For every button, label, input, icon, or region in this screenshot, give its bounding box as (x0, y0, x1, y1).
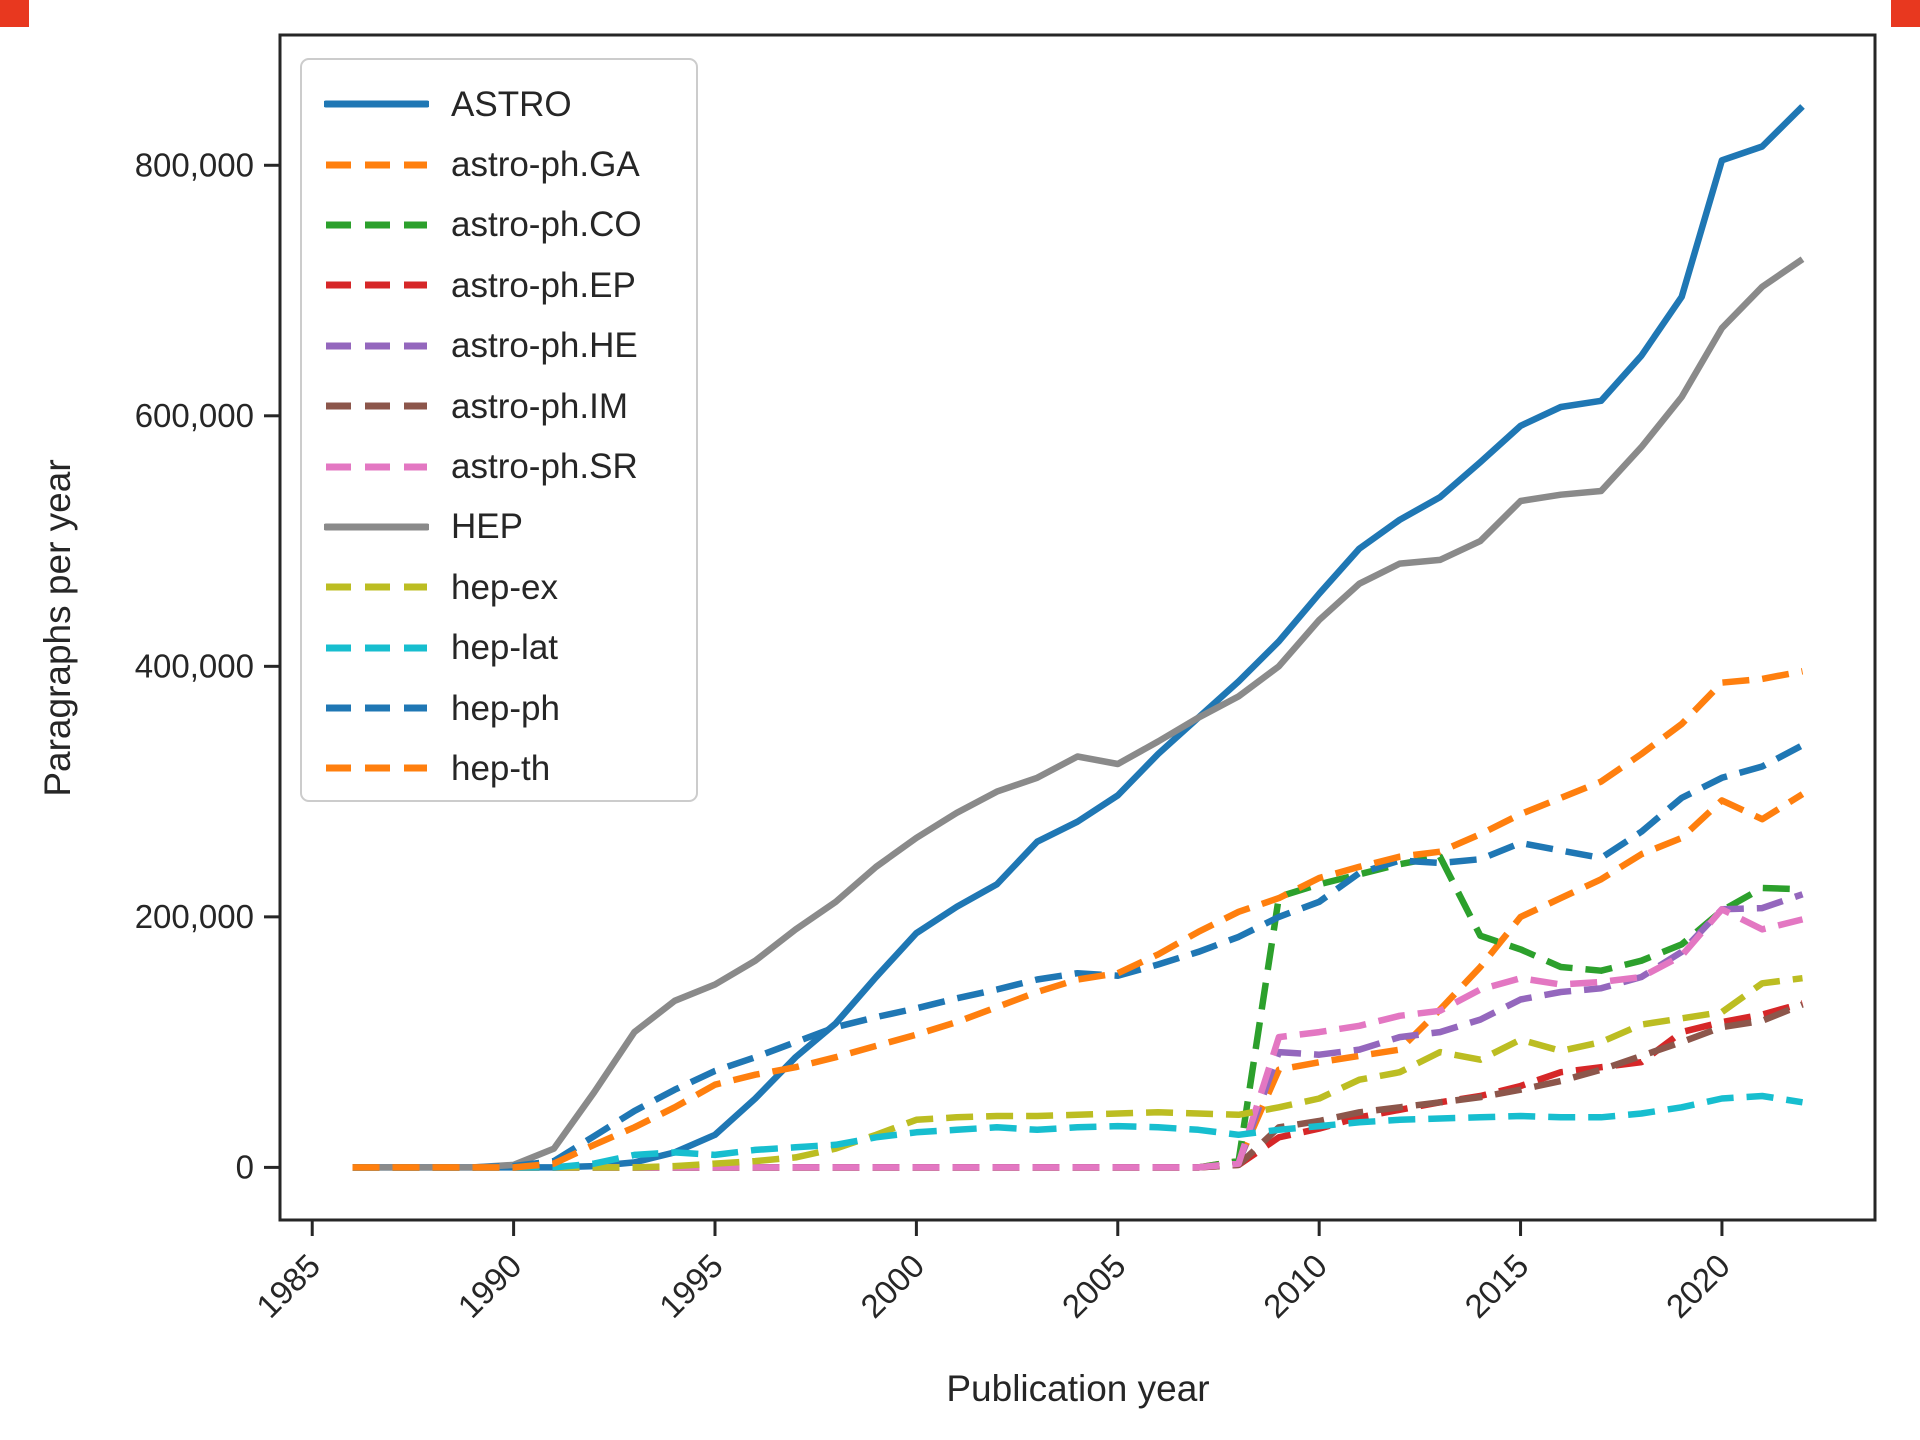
series-line-HEP (352, 256, 1805, 1171)
x-axis-title: Publication year (946, 1368, 1210, 1409)
legend-label: astro-ph.IM (451, 386, 628, 426)
legend-label: astro-ph.GA (451, 145, 640, 185)
y-tick-label: 0 (236, 1148, 254, 1185)
x-tick-label: 2015 (1457, 1247, 1535, 1325)
series-line-hep-lat (352, 1092, 1804, 1171)
legend-entry-ASTRO: ASTRO (324, 74, 696, 134)
legend-entry-astro-ph.GA: astro-ph.GA (324, 134, 696, 194)
x-tick-label: 2020 (1659, 1247, 1737, 1325)
legend-label: hep-lat (451, 628, 559, 668)
legend-swatch-dashed-line-icon (326, 402, 427, 410)
x-tick-label: 2000 (853, 1247, 931, 1325)
legend-swatch-dashed-line-icon (326, 161, 427, 169)
series-line-hep-th (352, 668, 1804, 1171)
legend-entry-hep-lat: hep-lat (324, 618, 696, 678)
series-line-hep-ph (352, 742, 1805, 1171)
legend-swatch-dashed-line-icon (326, 342, 427, 350)
series-line-hep-ex (352, 974, 1803, 1171)
legend-label: hep-ph (451, 688, 560, 728)
legend-label: astro-ph.HE (451, 326, 638, 366)
legend-label: ASTRO (451, 84, 572, 124)
screenshot-corner-marker-right (1891, 0, 1920, 27)
series-line-astro-ph.EP (352, 1000, 1804, 1171)
legend-label: astro-ph.SR (451, 447, 638, 487)
legend-entry-astro-ph.SR: astro-ph.SR (324, 436, 696, 496)
x-tick-label: 2010 (1256, 1247, 1334, 1325)
legend-entry-hep-ex: hep-ex (324, 557, 696, 617)
legend-entry-astro-ph.EP: astro-ph.EP (324, 255, 696, 315)
x-tick-label: 1995 (652, 1247, 730, 1325)
legend: ASTRO astro-ph.GA astro-ph.CO astro-ph.EP as… (300, 58, 698, 802)
legend-swatch-dashed-line-icon (326, 583, 427, 591)
screenshot-corner-marker-left (0, 0, 29, 27)
legend-swatch-dashed-line-icon (326, 704, 427, 712)
legend-label: HEP (451, 507, 523, 547)
x-tick-label: 2005 (1055, 1247, 1133, 1325)
legend-entry-hep-th: hep-th (324, 738, 696, 798)
y-tick-label: 800,000 (135, 146, 254, 183)
x-tick-label: 1985 (249, 1247, 327, 1325)
legend-label: astro-ph.CO (451, 205, 642, 245)
legend-label: hep-th (451, 748, 551, 788)
plot-frame (278, 33, 1877, 1222)
y-axis-title: Paragraphs per year (37, 459, 78, 797)
legend-label: astro-ph.EP (451, 265, 636, 305)
y-tick-label: 600,000 (135, 397, 254, 434)
legend-entry-astro-ph.IM: astro-ph.IM (324, 376, 696, 436)
legend-swatch-solid-line-icon (324, 523, 429, 531)
legend-swatch-dashed-line-icon (326, 281, 427, 289)
series-line-astro-ph.IM (352, 1001, 1804, 1171)
y-tick-label: 400,000 (135, 647, 254, 684)
legend-swatch-solid-line-icon (324, 100, 429, 108)
y-tick-label: 200,000 (135, 898, 254, 935)
legend-swatch-dashed-line-icon (326, 644, 427, 652)
legend-entry-HEP: HEP (324, 497, 696, 557)
legend-swatch-dashed-line-icon (326, 221, 427, 229)
legend-swatch-dashed-line-icon (326, 764, 427, 772)
legend-label: hep-ex (451, 567, 559, 607)
legend-entry-astro-ph.CO: astro-ph.CO (324, 195, 696, 255)
legend-entry-astro-ph.HE: astro-ph.HE (324, 316, 696, 376)
legend-swatch-dashed-line-icon (326, 463, 427, 471)
x-tick-label: 1990 (450, 1247, 528, 1325)
legend-entry-hep-ph: hep-ph (324, 678, 696, 738)
